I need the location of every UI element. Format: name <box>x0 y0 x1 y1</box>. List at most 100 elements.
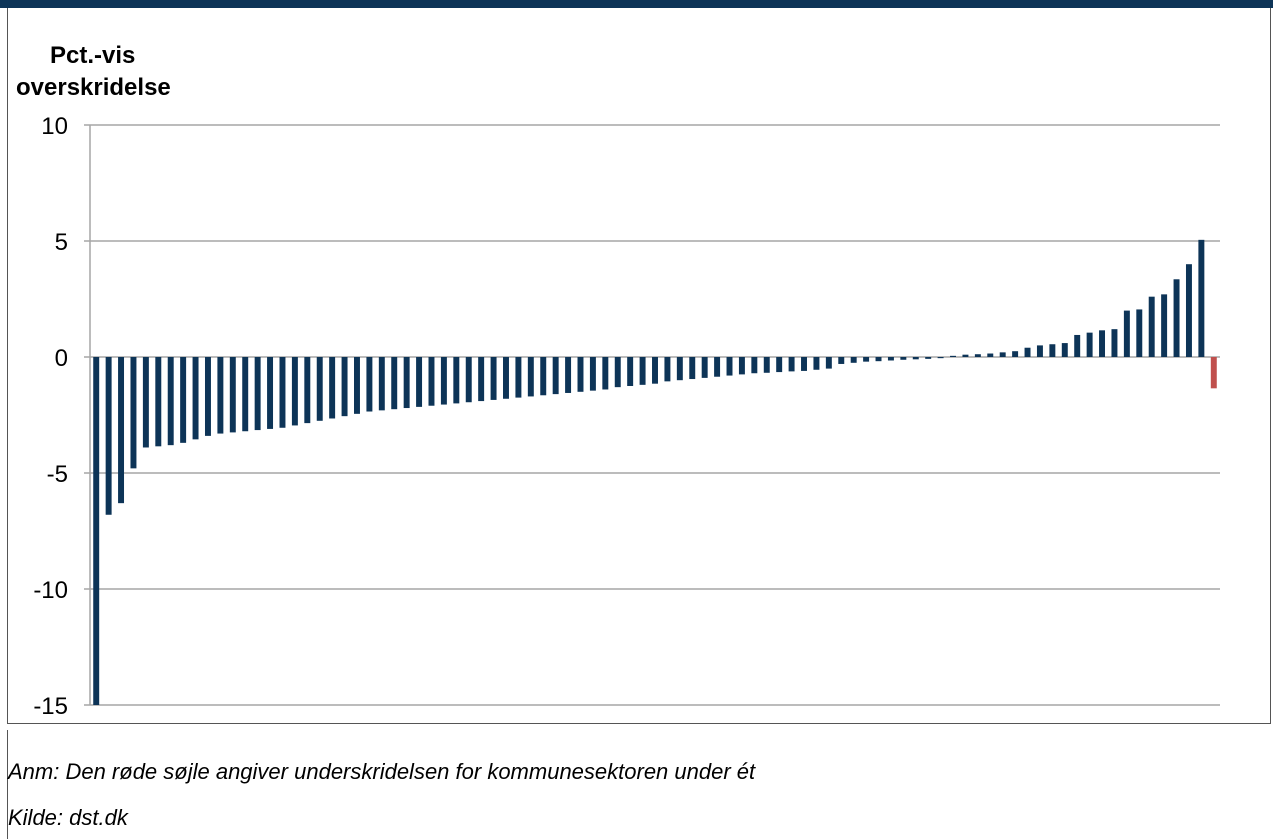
bar <box>416 357 423 407</box>
bar <box>1074 334 1081 357</box>
chart-source: Kilde: dst.dk <box>8 805 128 830</box>
bar <box>664 357 671 382</box>
bar <box>478 357 485 402</box>
bar <box>1086 332 1093 357</box>
frame-border-bottom <box>7 723 1271 724</box>
bar <box>254 357 261 431</box>
frame-border-left <box>7 8 8 724</box>
bar <box>527 357 534 397</box>
bar <box>950 355 956 357</box>
bar <box>130 357 137 469</box>
y-tick-label: 5 <box>55 229 68 256</box>
bar <box>912 357 919 360</box>
bar <box>701 357 708 378</box>
bar <box>440 357 447 405</box>
bar <box>825 357 832 369</box>
bar <box>304 357 311 424</box>
bar <box>1185 264 1192 357</box>
y-tick-label: -5 <box>47 461 68 488</box>
y-tick-label: -15 <box>33 693 68 720</box>
bar <box>142 357 149 448</box>
bar <box>974 354 981 357</box>
bar <box>93 357 100 705</box>
bar <box>887 357 894 361</box>
bar <box>366 357 373 412</box>
bar <box>105 357 112 515</box>
bar <box>291 357 298 426</box>
bar <box>354 357 360 414</box>
bar <box>1136 309 1143 357</box>
bar <box>801 357 807 371</box>
bar <box>639 357 646 385</box>
bar <box>155 357 162 447</box>
bar-chart: 10 5 0 -5 -10 -15 <box>33 113 1220 720</box>
bar <box>490 357 497 400</box>
bar <box>577 357 584 392</box>
bar <box>167 357 174 446</box>
y-tick-label: -10 <box>33 577 68 604</box>
bar <box>465 357 472 403</box>
y-axis-title: Pct.-vis overskridelse <box>8 40 188 104</box>
bar <box>689 357 696 380</box>
y-axis-title-line-2: overskridelse <box>16 74 171 101</box>
bar <box>962 354 969 357</box>
chart-note: Anm: Den røde søjle angiver underskridel… <box>8 759 756 784</box>
bar <box>242 357 249 432</box>
bar <box>329 357 336 419</box>
bar <box>1198 239 1205 357</box>
bar <box>540 357 547 396</box>
bar <box>453 357 460 404</box>
bar <box>192 357 199 440</box>
bar <box>776 357 783 373</box>
bar <box>602 357 609 390</box>
bar <box>403 357 410 409</box>
bar <box>925 357 932 359</box>
bar <box>316 357 323 421</box>
bar <box>900 357 907 360</box>
bar <box>217 357 224 434</box>
y-tick-label: 0 <box>55 345 68 372</box>
bar <box>118 357 125 504</box>
bar <box>875 357 882 362</box>
bar <box>1161 294 1168 357</box>
bar <box>428 357 435 406</box>
bar <box>1012 351 1019 357</box>
bar <box>1049 344 1056 357</box>
bar-highlight <box>1210 357 1217 389</box>
bar <box>863 357 870 362</box>
bar <box>652 357 658 384</box>
bar <box>589 357 596 391</box>
bar <box>1099 330 1106 357</box>
frame-border-right <box>1270 8 1271 724</box>
bar <box>1111 329 1118 357</box>
bar <box>229 357 236 433</box>
bar <box>1036 345 1043 357</box>
bar <box>763 357 770 373</box>
bar <box>788 357 795 372</box>
bar <box>999 352 1006 357</box>
bar <box>391 357 398 410</box>
bar <box>1024 347 1031 357</box>
bar <box>1148 296 1155 357</box>
bar <box>813 357 820 370</box>
bar <box>738 357 745 375</box>
bar <box>341 357 348 417</box>
bar <box>515 357 522 398</box>
notes-border <box>7 730 8 839</box>
bar <box>279 357 286 428</box>
bar <box>937 357 944 359</box>
bar <box>614 357 621 388</box>
bar <box>204 357 211 436</box>
bar <box>1173 279 1180 357</box>
bar <box>987 353 994 357</box>
y-tick-label: 10 <box>41 113 68 140</box>
bar <box>714 357 721 377</box>
bar <box>726 357 733 376</box>
bar <box>676 357 683 381</box>
bar <box>1061 343 1068 357</box>
bar <box>838 357 845 364</box>
bar <box>267 357 274 429</box>
bar <box>850 357 857 363</box>
bar <box>627 357 634 386</box>
bar <box>552 357 559 395</box>
